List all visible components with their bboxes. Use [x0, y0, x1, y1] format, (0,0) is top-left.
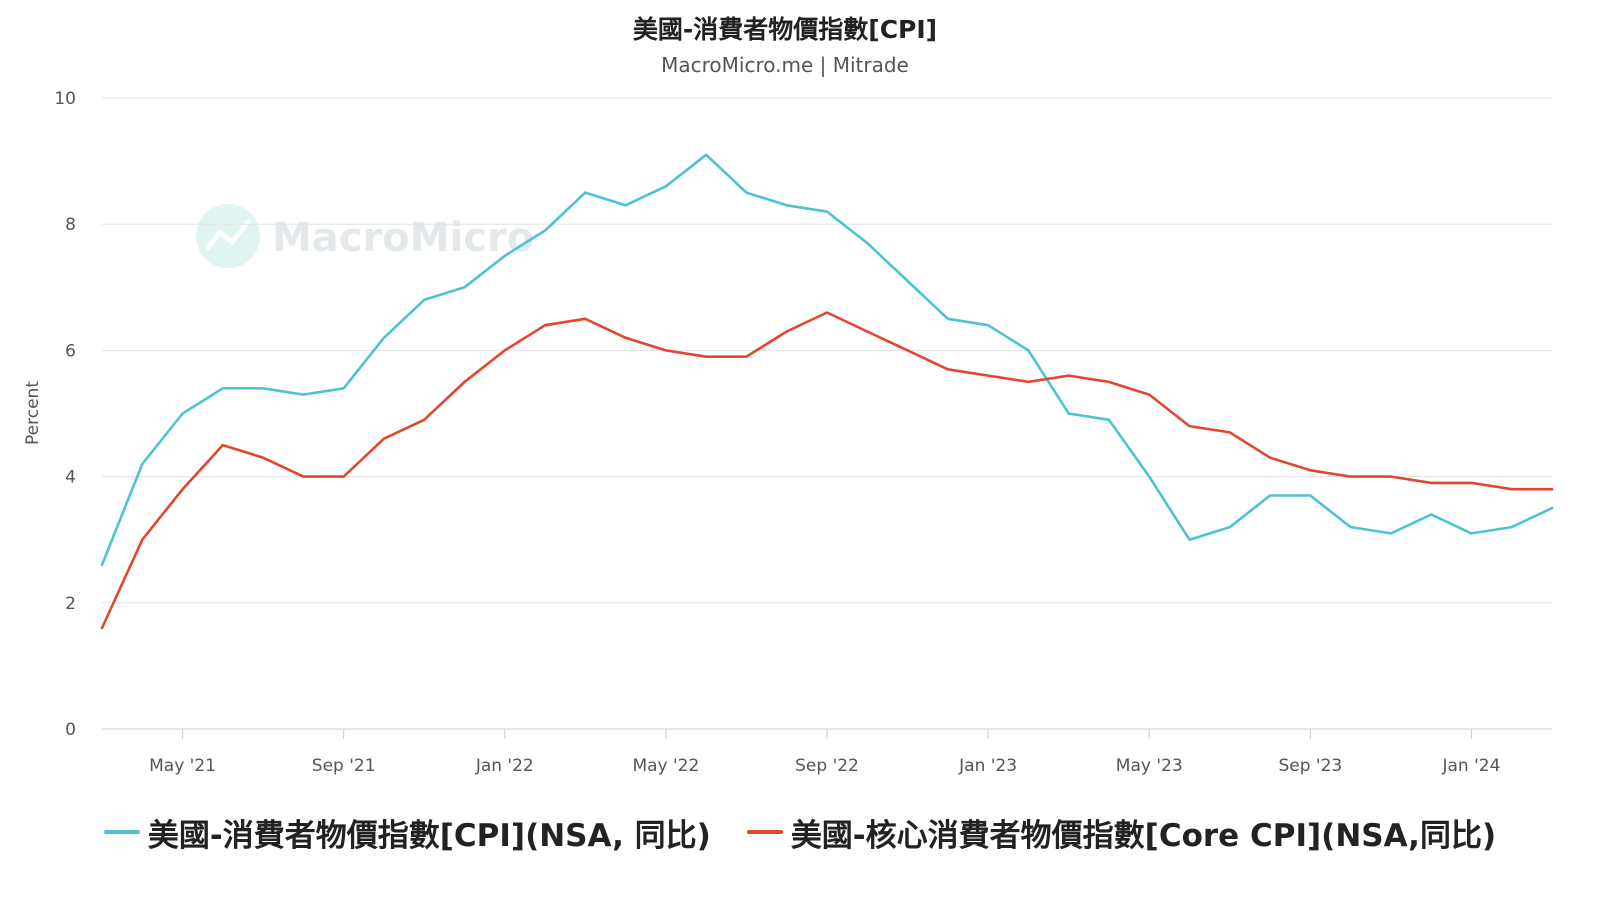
legend-item-cpi[interactable]: 美國-消費者物價指數[CPI](NSA, 同比)	[103, 810, 711, 855]
y-axis-ticks: 0 2 4 6 8 10	[54, 89, 76, 740]
legend-swatch-cpi	[103, 830, 140, 834]
x-tick-label: May '21	[149, 756, 216, 776]
legend: 美國-消費者物價指數[CPI](NSA, 同比) 美國-核心消費者物價指數[Co…	[0, 808, 1600, 856]
y-tick-label: 4	[65, 468, 76, 488]
y-tick-label: 2	[65, 594, 76, 614]
legend-item-core-cpi[interactable]: 美國-核心消費者物價指數[Core CPI](NSA,同比)	[746, 810, 1497, 855]
y-axis-title: Percent	[23, 381, 43, 445]
legend-label-cpi: 美國-消費者物價指數[CPI](NSA, 同比)	[147, 817, 711, 854]
x-tick-label: Sep '23	[1278, 756, 1342, 776]
chart-title: 美國-消費者物價指數[CPI]	[632, 15, 938, 44]
logo-trend-icon	[205, 219, 251, 251]
y-tick-label: 6	[65, 341, 76, 361]
x-tick-label: Jan '22	[475, 756, 534, 776]
watermark: MacroMicro	[196, 204, 534, 268]
x-tick-label: May '23	[1116, 756, 1183, 776]
grid-lines	[102, 97, 1552, 604]
x-tick-label: Sep '21	[312, 756, 376, 776]
chart-subtitle: MacroMicro.me | Mitrade	[661, 53, 909, 77]
series-line-cpi	[100, 153, 1554, 567]
series-line-core	[100, 311, 1554, 630]
y-tick-label: 10	[54, 89, 76, 109]
line-chart: MacroMicro 0 2 4 6 8 10 May '21 Sep '21 Jan '22…	[23, 89, 1554, 776]
watermark-text: MacroMicro	[272, 215, 534, 261]
x-tick-label: Jan '24	[1441, 756, 1500, 776]
legend-swatch-core-cpi	[746, 830, 783, 834]
x-tick-label: Jan '23	[958, 756, 1017, 776]
x-tick-label: May '22	[632, 756, 699, 776]
y-tick-label: 8	[65, 215, 76, 235]
x-axis: May '21 Sep '21 Jan '22 May '22 Sep '22 Jan '…	[102, 728, 1552, 776]
series-lines	[100, 153, 1554, 630]
x-tick-label: Sep '22	[795, 756, 859, 776]
y-tick-label: 0	[65, 720, 76, 740]
legend-label-core-cpi: 美國-核心消費者物價指數[Core CPI](NSA,同比)	[790, 817, 1497, 854]
